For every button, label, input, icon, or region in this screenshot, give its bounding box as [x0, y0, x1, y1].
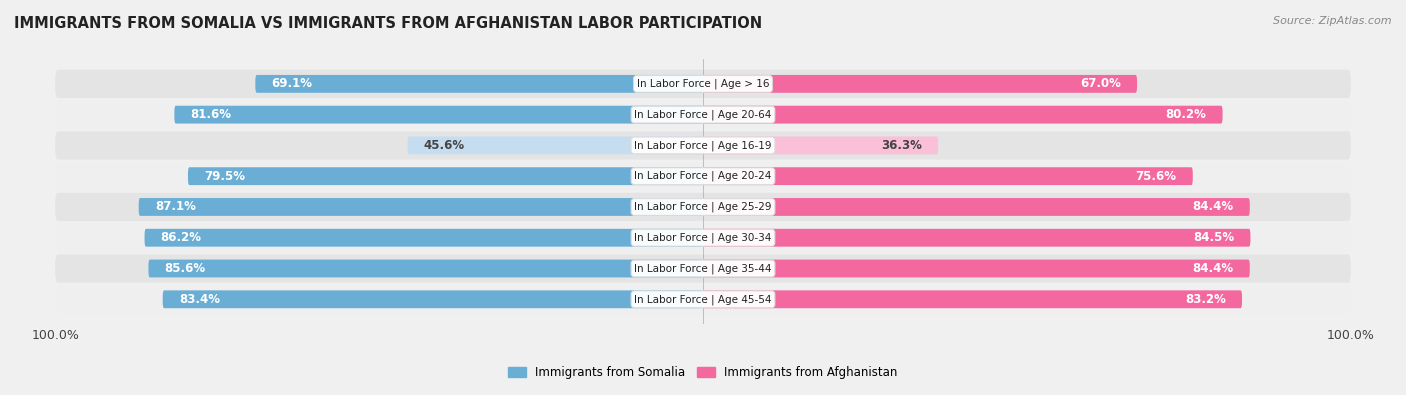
Text: In Labor Force | Age 16-19: In Labor Force | Age 16-19 [634, 140, 772, 150]
FancyBboxPatch shape [55, 70, 1351, 98]
Text: 86.2%: 86.2% [160, 231, 201, 244]
FancyBboxPatch shape [703, 229, 1250, 246]
Text: 83.4%: 83.4% [179, 293, 219, 306]
Text: 80.2%: 80.2% [1166, 108, 1206, 121]
FancyBboxPatch shape [55, 131, 1351, 160]
Text: 84.4%: 84.4% [1192, 262, 1233, 275]
FancyBboxPatch shape [703, 75, 1137, 93]
FancyBboxPatch shape [55, 224, 1351, 252]
Text: In Labor Force | Age 45-54: In Labor Force | Age 45-54 [634, 294, 772, 305]
FancyBboxPatch shape [703, 260, 1250, 277]
FancyBboxPatch shape [256, 75, 703, 93]
Text: 81.6%: 81.6% [191, 108, 232, 121]
Text: 85.6%: 85.6% [165, 262, 205, 275]
Text: 75.6%: 75.6% [1136, 170, 1177, 183]
Text: 84.4%: 84.4% [1192, 200, 1233, 213]
Text: 83.2%: 83.2% [1185, 293, 1226, 306]
Text: In Labor Force | Age 20-64: In Labor Force | Age 20-64 [634, 109, 772, 120]
Text: 69.1%: 69.1% [271, 77, 312, 90]
Text: 87.1%: 87.1% [155, 200, 195, 213]
FancyBboxPatch shape [55, 162, 1351, 190]
Text: 79.5%: 79.5% [204, 170, 245, 183]
FancyBboxPatch shape [703, 167, 1192, 185]
Text: In Labor Force | Age > 16: In Labor Force | Age > 16 [637, 79, 769, 89]
FancyBboxPatch shape [55, 100, 1351, 129]
Text: 84.5%: 84.5% [1194, 231, 1234, 244]
FancyBboxPatch shape [55, 254, 1351, 283]
Text: In Labor Force | Age 20-24: In Labor Force | Age 20-24 [634, 171, 772, 181]
Text: 67.0%: 67.0% [1080, 77, 1121, 90]
Legend: Immigrants from Somalia, Immigrants from Afghanistan: Immigrants from Somalia, Immigrants from… [503, 361, 903, 384]
FancyBboxPatch shape [703, 198, 1250, 216]
FancyBboxPatch shape [55, 285, 1351, 314]
FancyBboxPatch shape [174, 106, 703, 124]
FancyBboxPatch shape [703, 290, 1241, 308]
FancyBboxPatch shape [55, 193, 1351, 221]
Text: In Labor Force | Age 35-44: In Labor Force | Age 35-44 [634, 263, 772, 274]
Text: 45.6%: 45.6% [423, 139, 465, 152]
FancyBboxPatch shape [703, 106, 1223, 124]
FancyBboxPatch shape [149, 260, 703, 277]
Text: 36.3%: 36.3% [882, 139, 922, 152]
Text: Source: ZipAtlas.com: Source: ZipAtlas.com [1274, 16, 1392, 26]
Text: In Labor Force | Age 30-34: In Labor Force | Age 30-34 [634, 233, 772, 243]
FancyBboxPatch shape [188, 167, 703, 185]
FancyBboxPatch shape [163, 290, 703, 308]
FancyBboxPatch shape [703, 137, 938, 154]
Text: In Labor Force | Age 25-29: In Labor Force | Age 25-29 [634, 202, 772, 212]
FancyBboxPatch shape [139, 198, 703, 216]
FancyBboxPatch shape [408, 137, 703, 154]
Text: IMMIGRANTS FROM SOMALIA VS IMMIGRANTS FROM AFGHANISTAN LABOR PARTICIPATION: IMMIGRANTS FROM SOMALIA VS IMMIGRANTS FR… [14, 16, 762, 31]
FancyBboxPatch shape [145, 229, 703, 246]
